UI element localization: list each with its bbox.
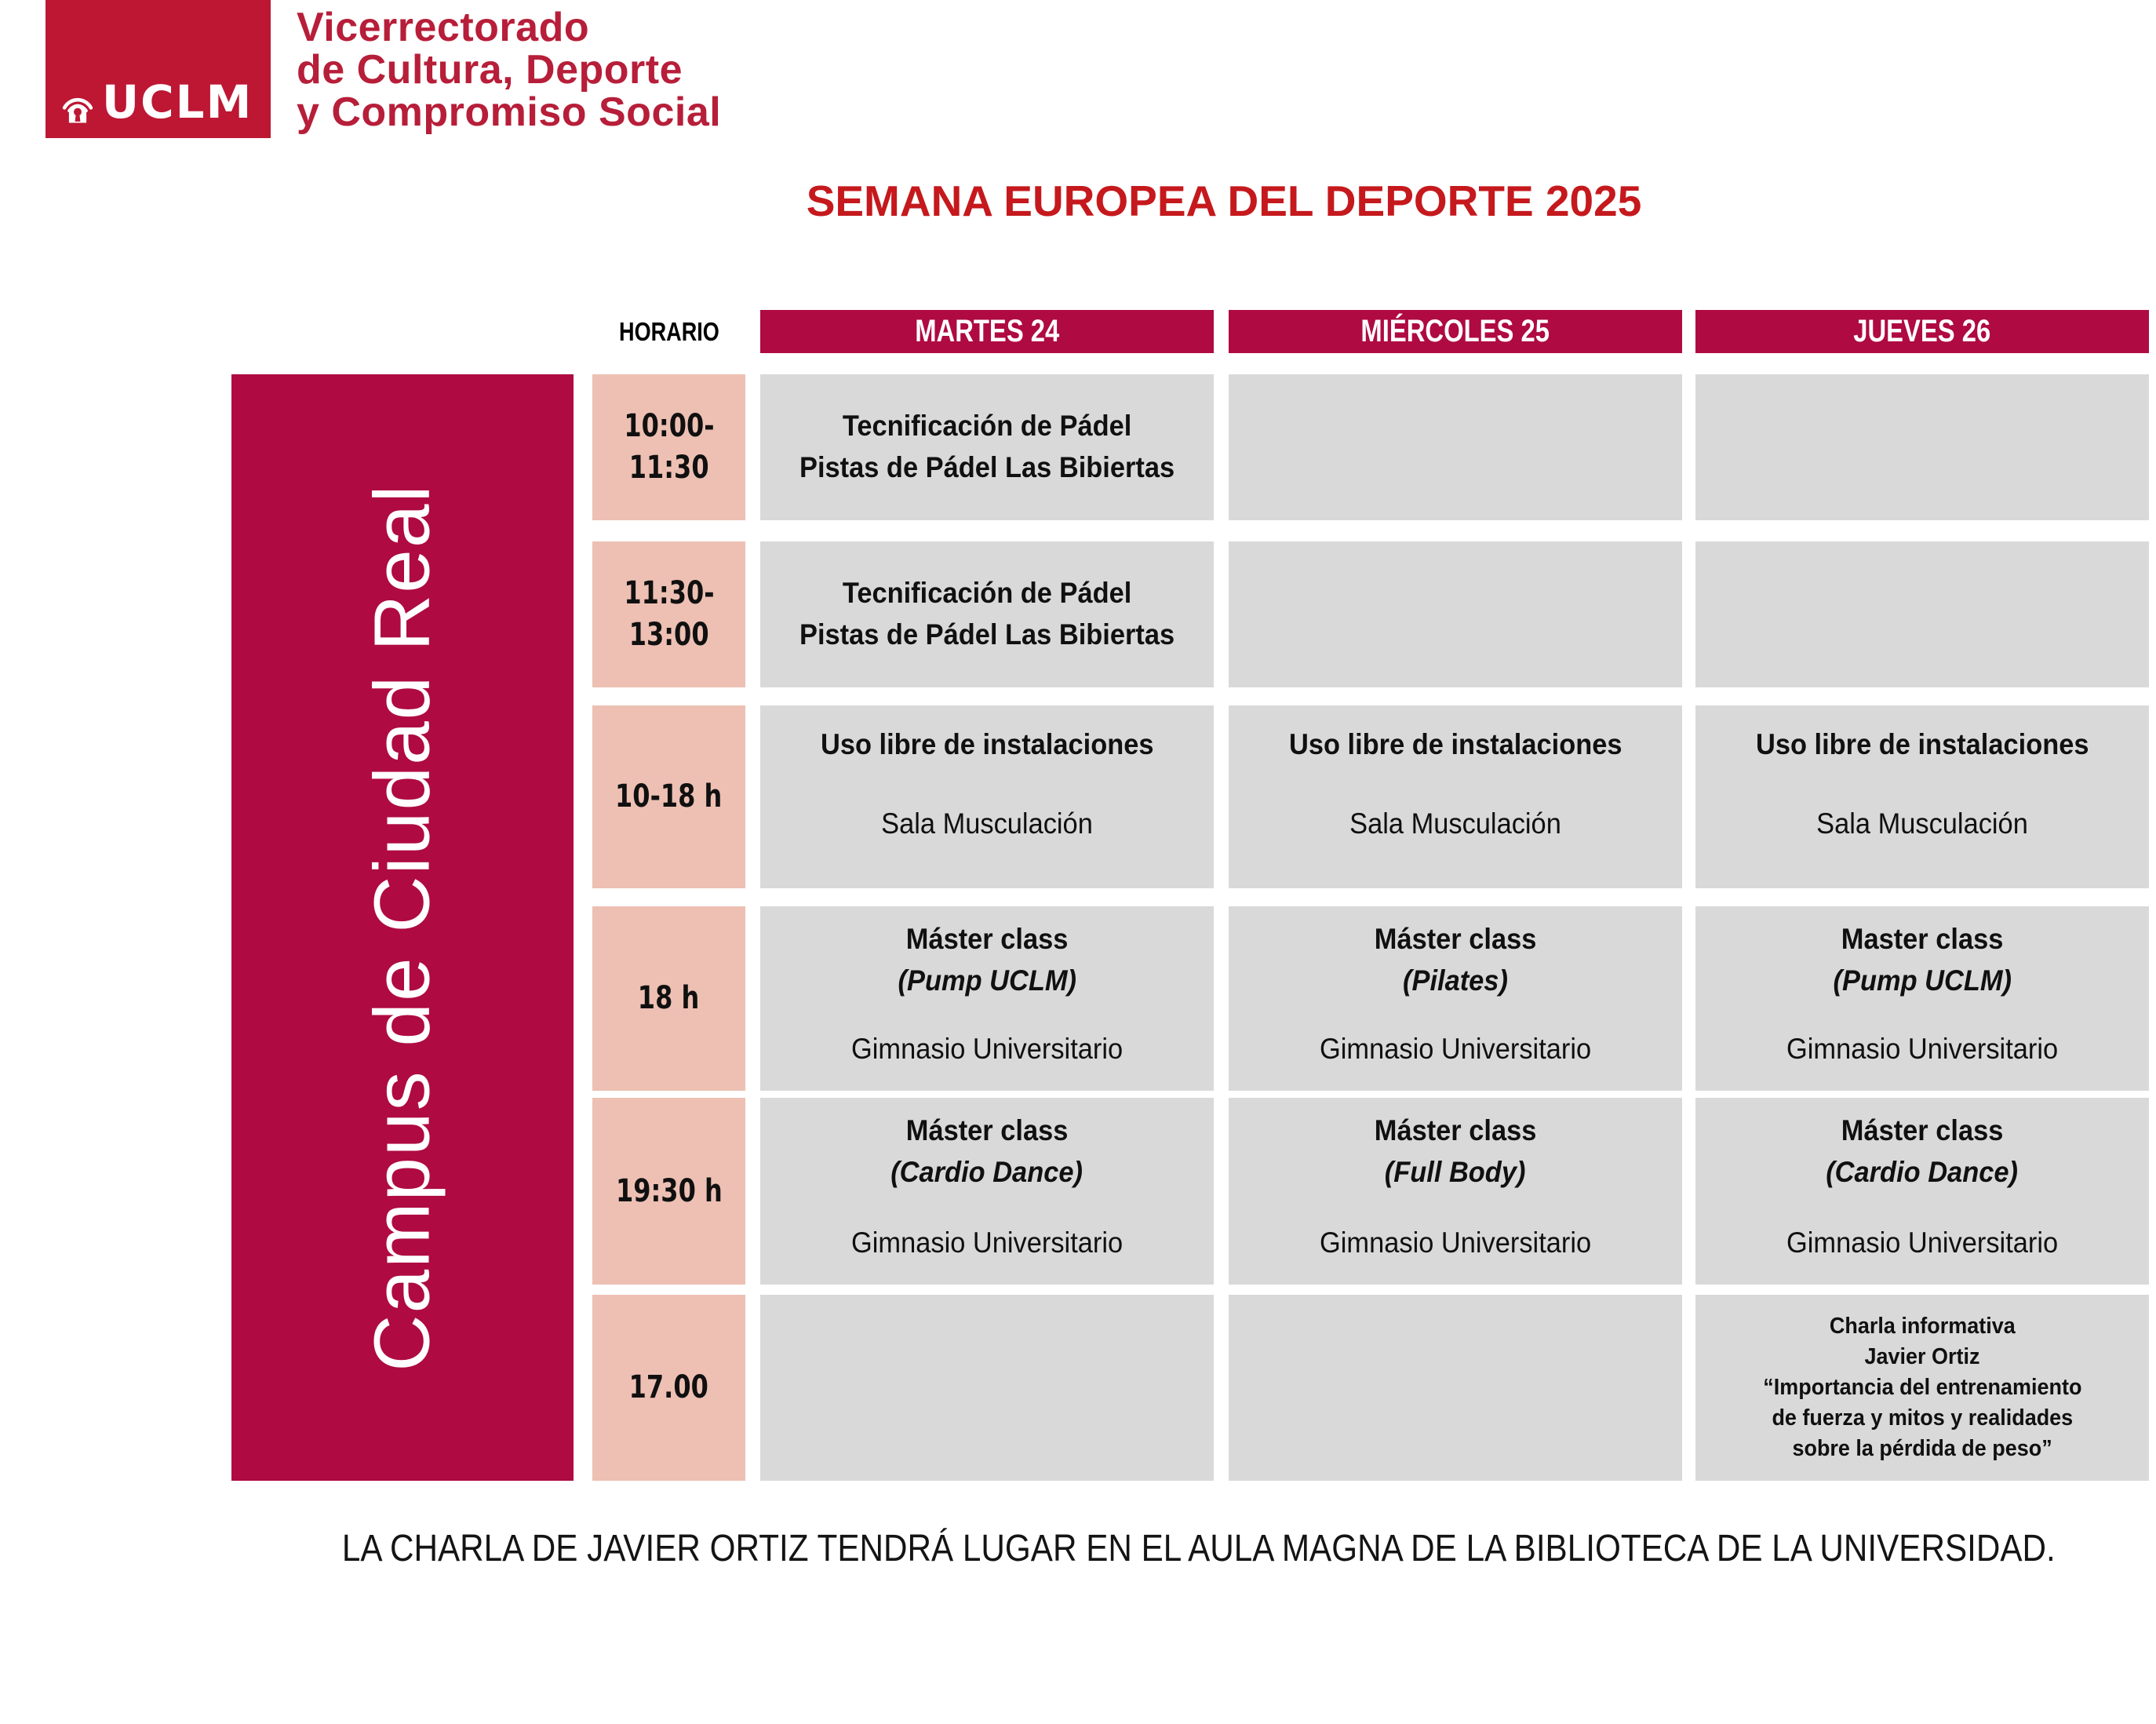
page-title: SEMANA EUROPEA DEL DEPORTE 2025	[806, 177, 1642, 225]
cell-r3-miercoles: Uso libre de instalaciones Sala Musculac…	[1229, 705, 1682, 888]
horario-header: HORARIO	[618, 316, 719, 346]
uclm-emblem-icon	[62, 97, 93, 123]
uclm-logo: UCLM	[46, 0, 271, 138]
time-slot-1000-1130: 10:00- 11:30	[592, 374, 745, 520]
cell-r6-jueves: Charla informativa Javier Ortiz “Importa…	[1695, 1295, 2149, 1481]
footnote: LA CHARLA DE JAVIER ORTIZ TENDRÁ LUGAR E…	[341, 1528, 2056, 1569]
time-slot-10-18: 10-18 h	[592, 705, 745, 888]
time-slot-1930: 19:30 h	[592, 1098, 745, 1285]
campus-sidebar: Campus de Ciudad Real	[231, 374, 574, 1481]
cell-r2-miercoles-empty	[1229, 541, 1682, 687]
cell-r1-jueves-empty	[1695, 374, 2149, 520]
time-slot-18: 18 h	[592, 906, 745, 1091]
department-name: Vicerrectorado de Cultura, Deporte y Com…	[297, 6, 721, 133]
cell-r1-martes: Tecnificación de Pádel Pistas de Pádel L…	[760, 374, 1214, 520]
cell-r6-martes-empty	[760, 1295, 1214, 1481]
cell-r2-martes: Tecnificación de Pádel Pistas de Pádel L…	[760, 541, 1214, 687]
cell-r5-martes: Máster class (Cardio Dance) Gimnasio Uni…	[760, 1098, 1214, 1285]
uclm-wordmark: UCLM	[102, 75, 253, 129]
cell-r4-jueves: Master class (Pump UCLM) Gimnasio Univer…	[1695, 906, 2149, 1091]
campus-label: Campus de Ciudad Real	[358, 483, 446, 1372]
cell-r4-martes: Máster class (Pump UCLM) Gimnasio Univer…	[760, 906, 1214, 1091]
cell-r2-jueves-empty	[1695, 541, 2149, 687]
cell-r4-miercoles: Máster class (Pilates) Gimnasio Universi…	[1229, 906, 1682, 1091]
day-header-martes: MARTES 24	[760, 310, 1214, 353]
cell-r3-martes: Uso libre de instalaciones Sala Musculac…	[760, 705, 1214, 888]
cell-r5-jueves: Máster class (Cardio Dance) Gimnasio Uni…	[1695, 1098, 2149, 1285]
cell-r6-miercoles-empty	[1229, 1295, 1682, 1481]
cell-r3-jueves: Uso libre de instalaciones Sala Musculac…	[1695, 705, 2149, 888]
day-header-jueves: JUEVES 26	[1695, 310, 2149, 353]
cell-r5-miercoles: Máster class (Full Body) Gimnasio Univer…	[1229, 1098, 1682, 1285]
department-line: y Compromiso Social	[297, 89, 722, 135]
day-header-miercoles: MIÉRCOLES 25	[1229, 310, 1682, 353]
cell-r1-miercoles-empty	[1229, 374, 1682, 520]
department-line: Vicerrectorado	[297, 5, 590, 50]
time-slot-1130-1300: 11:30- 13:00	[592, 541, 745, 687]
time-slot-1700: 17.00	[592, 1295, 745, 1481]
department-line: de Cultura, Deporte	[297, 47, 683, 93]
